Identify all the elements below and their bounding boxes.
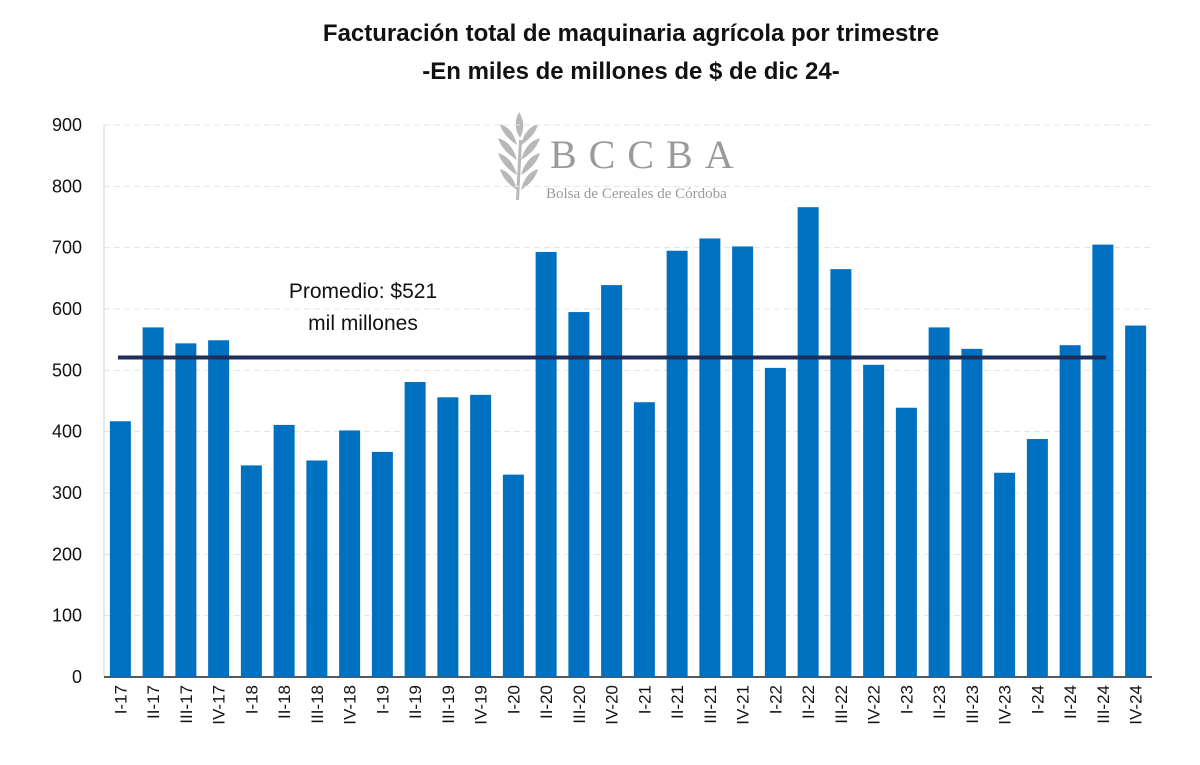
bar	[1059, 345, 1081, 677]
x-tick-label: I-18	[242, 685, 261, 714]
x-axis-labels: I-17 II-17 III-17 IV-17 I-18 II-18 III-18 IV-18…	[111, 685, 1145, 725]
bar	[306, 460, 328, 677]
y-tick-label: 400	[52, 422, 82, 442]
bar	[830, 269, 852, 677]
x-tick-label: IV-20	[603, 685, 622, 725]
bar	[633, 402, 655, 677]
bar	[240, 465, 262, 677]
bar	[732, 246, 754, 677]
bar	[601, 285, 623, 677]
y-tick-label: 800	[52, 176, 82, 196]
x-tick-label: IV-22	[865, 685, 884, 725]
bar	[928, 327, 950, 677]
x-tick-label: I-24	[1028, 685, 1047, 714]
bar	[895, 407, 917, 677]
bar	[339, 430, 361, 677]
bccba-watermark: BCCBA Bolsa de Cereales de Córdoba	[498, 112, 746, 202]
y-tick-label: 100	[52, 606, 82, 626]
x-tick-label: II-20	[537, 685, 556, 719]
x-tick-label: II-22	[799, 685, 818, 719]
x-tick-label: I-21	[635, 685, 654, 714]
x-tick-label: I-22	[766, 685, 785, 714]
bar	[109, 421, 131, 677]
x-tick-label: IV-17	[210, 685, 229, 725]
x-tick-label: I-23	[897, 685, 916, 714]
y-tick-label: 200	[52, 544, 82, 564]
watermark-name: BCCBA	[550, 132, 746, 177]
bar	[208, 340, 230, 677]
bar	[142, 327, 164, 677]
x-tick-label: III-21	[701, 685, 720, 724]
x-tick-label: III-24	[1094, 685, 1113, 724]
x-tick-label: II-23	[930, 685, 949, 719]
x-tick-label: III-18	[308, 685, 327, 724]
x-tick-label: II-17	[144, 685, 163, 719]
y-axis-ticks: 0 100 200 300 400 500 600 700 800 900	[52, 115, 82, 687]
average-label-line2: mil millones	[308, 312, 418, 335]
bar	[404, 381, 426, 677]
bar	[666, 250, 688, 677]
x-tick-label: II-21	[668, 685, 687, 719]
average-label-line1: Promedio: $521	[289, 280, 437, 303]
x-tick-label: IV-19	[472, 685, 491, 725]
watermark-subtitle: Bolsa de Cereales de Córdoba	[546, 186, 727, 202]
bar	[273, 424, 295, 677]
bar	[568, 312, 590, 677]
bar	[961, 348, 983, 677]
y-tick-label: 300	[52, 483, 82, 503]
x-tick-label: I-20	[504, 685, 523, 714]
x-tick-label: III-20	[570, 685, 589, 724]
x-tick-label: III-17	[177, 685, 196, 724]
x-tick-label: III-22	[832, 685, 851, 724]
bar	[502, 474, 524, 677]
bar	[764, 367, 786, 677]
x-tick-label: IV-21	[734, 685, 753, 725]
y-tick-label: 700	[52, 238, 82, 258]
x-tick-label: III-19	[439, 685, 458, 724]
chart-title: Facturación total de maquinaria agrícola…	[323, 20, 939, 47]
bars	[109, 207, 1147, 678]
x-tick-label: II-18	[275, 685, 294, 719]
y-tick-label: 600	[52, 299, 82, 319]
y-tick-label: 900	[52, 115, 82, 135]
x-tick-label: II-24	[1061, 685, 1080, 719]
bar	[1125, 325, 1147, 677]
bar	[994, 472, 1016, 677]
bar	[1026, 439, 1048, 677]
y-tick-label: 0	[72, 667, 82, 687]
bar	[699, 238, 721, 677]
y-tick-label: 500	[52, 360, 82, 380]
wheat-icon	[498, 112, 540, 200]
bar	[175, 343, 197, 677]
bar	[1092, 244, 1114, 677]
bar	[797, 207, 819, 678]
x-tick-label: II-19	[406, 685, 425, 719]
x-tick-label: IV-24	[1127, 685, 1146, 725]
x-tick-label: III-23	[963, 685, 982, 724]
x-tick-label: I-17	[111, 685, 130, 714]
x-tick-label: IV-18	[341, 685, 360, 725]
bar	[863, 364, 885, 677]
x-tick-label: IV-23	[996, 685, 1015, 725]
bar	[470, 394, 492, 677]
x-tick-label: I-19	[373, 685, 392, 714]
bar	[535, 251, 557, 677]
bar	[371, 451, 393, 677]
bar	[437, 397, 459, 677]
chart-subtitle: -En miles de millones de $ de dic 24-	[422, 58, 839, 85]
